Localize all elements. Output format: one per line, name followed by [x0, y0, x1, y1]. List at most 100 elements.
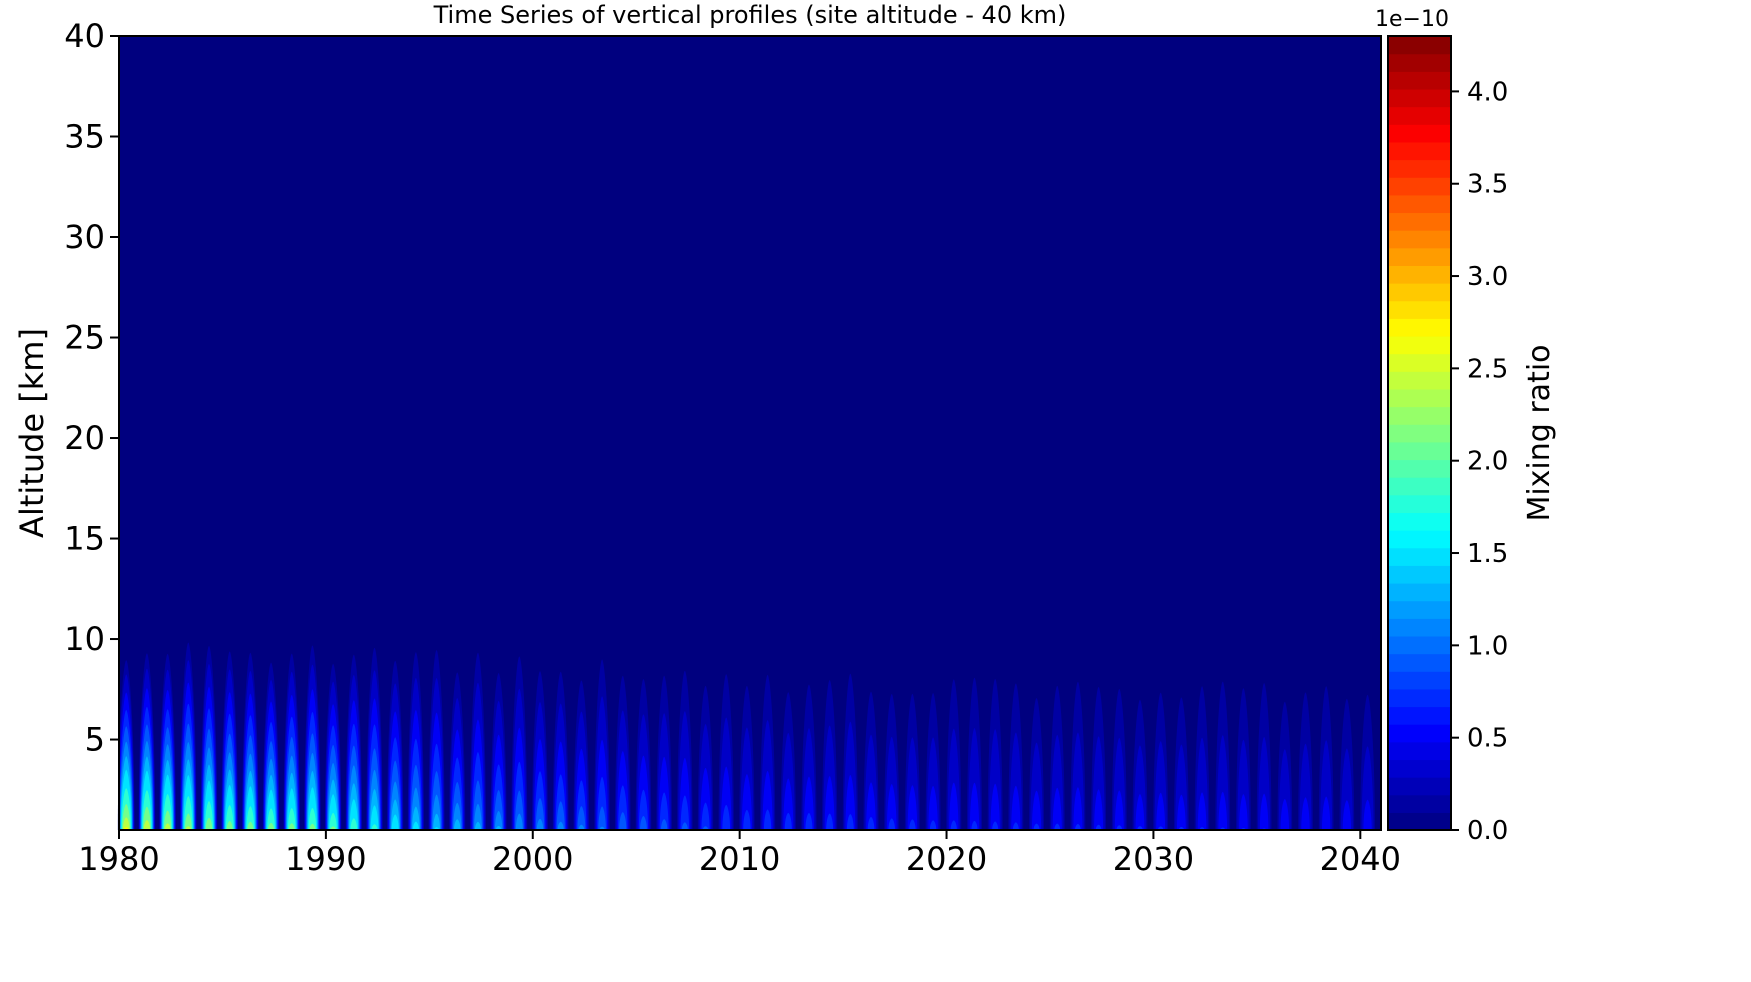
- colorbar-band: [1388, 688, 1451, 708]
- peak-contour: [640, 815, 647, 830]
- colorbar-band: [1388, 283, 1451, 302]
- y-tick-label: 5: [85, 721, 105, 759]
- colorbar-tick-label: 0.0: [1467, 816, 1508, 846]
- colorbar-ticks: 0.0 0.5 1.0 1.5 2.0 2.5 3.0 3.5 4.0: [1451, 77, 1508, 846]
- peak-contour: [867, 817, 875, 830]
- colorbar-tick-label: 2.5: [1467, 354, 1508, 384]
- peak-contour: [412, 821, 419, 830]
- y-tick-label: 40: [64, 17, 105, 55]
- colorbar-band: [1388, 230, 1451, 249]
- peak-contour: [1095, 824, 1102, 830]
- peak-contour: [556, 801, 565, 830]
- y-tick-label: 25: [64, 319, 105, 357]
- colorbar-offset-text: 1e−10: [1375, 7, 1449, 32]
- x-tick-label: 1990: [285, 840, 366, 878]
- colorbar-band: [1388, 371, 1451, 390]
- peak-contour: [824, 776, 835, 830]
- plot-area: [117, 35, 1382, 831]
- peak-contour: [1116, 825, 1123, 830]
- colorbar-tick-label: 0.5: [1467, 724, 1508, 754]
- peak-contour: [1321, 796, 1331, 830]
- colorbar-band: [1388, 794, 1451, 813]
- peak-contour: [1033, 823, 1040, 830]
- peak-contour: [743, 809, 751, 830]
- peak-contour: [803, 776, 814, 830]
- peak-contour: [454, 819, 461, 830]
- peak-contour: [886, 784, 897, 830]
- seasonal-peaks: [117, 642, 1375, 830]
- colorbar-band: [1388, 724, 1451, 743]
- peak-contour: [1075, 823, 1081, 830]
- peak-contour: [990, 783, 1000, 830]
- peak-contour: [741, 774, 753, 830]
- peak-contour: [1031, 790, 1042, 830]
- peak-contour: [515, 813, 523, 830]
- colorbar: 0.0 0.5 1.0 1.5 2.0 2.5 3.0 3.5 4.0 1e−10 Mixing…: [1375, 7, 1557, 846]
- y-tick-label: 20: [64, 419, 105, 457]
- peak-contour: [433, 813, 441, 830]
- x-tick-label: 2040: [1320, 840, 1401, 878]
- y-axis: 5 10 15 20 25 30 35 40: [64, 17, 119, 759]
- colorbar-band: [1388, 247, 1451, 266]
- peak-contour: [722, 804, 731, 830]
- x-axis: 1980 1990 2000 2010 2020 2030 2040: [78, 830, 1401, 878]
- colorbar-band: [1388, 424, 1451, 443]
- peak-contour: [1094, 789, 1104, 830]
- peak-contour: [681, 822, 688, 830]
- y-tick-label: 35: [64, 118, 105, 156]
- colorbar-band: [1388, 512, 1451, 531]
- peak-contour: [969, 782, 980, 830]
- peak-contour: [163, 810, 172, 830]
- colorbar-tick-label: 3.0: [1467, 262, 1508, 292]
- colorbar-band: [1388, 124, 1451, 143]
- peak-contour: [288, 823, 295, 830]
- colorbar-band: [1388, 36, 1451, 55]
- peak-contour: [350, 818, 358, 830]
- colorbar-band: [1388, 600, 1451, 619]
- colorbar-band: [1388, 494, 1451, 513]
- colorbar-band: [1388, 194, 1451, 214]
- peak-contour: [1280, 798, 1290, 830]
- peak-contour: [370, 805, 379, 830]
- peak-contour: [122, 817, 130, 830]
- colorbar-band: [1388, 406, 1451, 425]
- colorbar-band: [1388, 106, 1451, 125]
- peak-contour: [1218, 791, 1228, 830]
- colorbar-band: [1388, 159, 1451, 178]
- colorbar-band: [1388, 353, 1451, 372]
- peak-contour: [184, 813, 192, 830]
- plot-frame: [118, 35, 1382, 831]
- peak-contour: [929, 820, 937, 830]
- peak-contour: [826, 813, 834, 830]
- peak-contour: [205, 817, 213, 830]
- peak-contour: [1156, 792, 1166, 830]
- peak-contour: [660, 819, 668, 830]
- peak-contour: [1052, 787, 1062, 830]
- peak-contour: [763, 809, 772, 830]
- peak-contour: [391, 814, 399, 830]
- peak-contour: [949, 782, 959, 830]
- x-tick-label: 1980: [78, 840, 159, 878]
- y-tick-label: 30: [64, 218, 105, 256]
- y-axis-label: Altitude [km]: [13, 328, 51, 538]
- x-tick-label: 2030: [1113, 840, 1194, 878]
- peak-contour: [805, 813, 813, 830]
- peak-contour: [226, 820, 233, 830]
- peak-contour: [598, 806, 606, 830]
- peak-contour: [1135, 794, 1145, 830]
- colorbar-band: [1388, 388, 1451, 408]
- peak-contour: [143, 820, 151, 830]
- peak-contour: [1239, 794, 1248, 830]
- colorbar-band: [1388, 812, 1451, 831]
- peak-contour: [1073, 787, 1083, 830]
- peak-contour: [1114, 790, 1124, 830]
- colorbar-band: [1388, 741, 1451, 761]
- peak-contour: [1012, 822, 1019, 830]
- peak-contour: [928, 786, 938, 830]
- peak-contour: [992, 821, 999, 830]
- peak-contour: [1197, 792, 1207, 830]
- peak-contour: [888, 818, 896, 830]
- peak-contour: [578, 824, 585, 830]
- colorbar-band: [1388, 265, 1451, 284]
